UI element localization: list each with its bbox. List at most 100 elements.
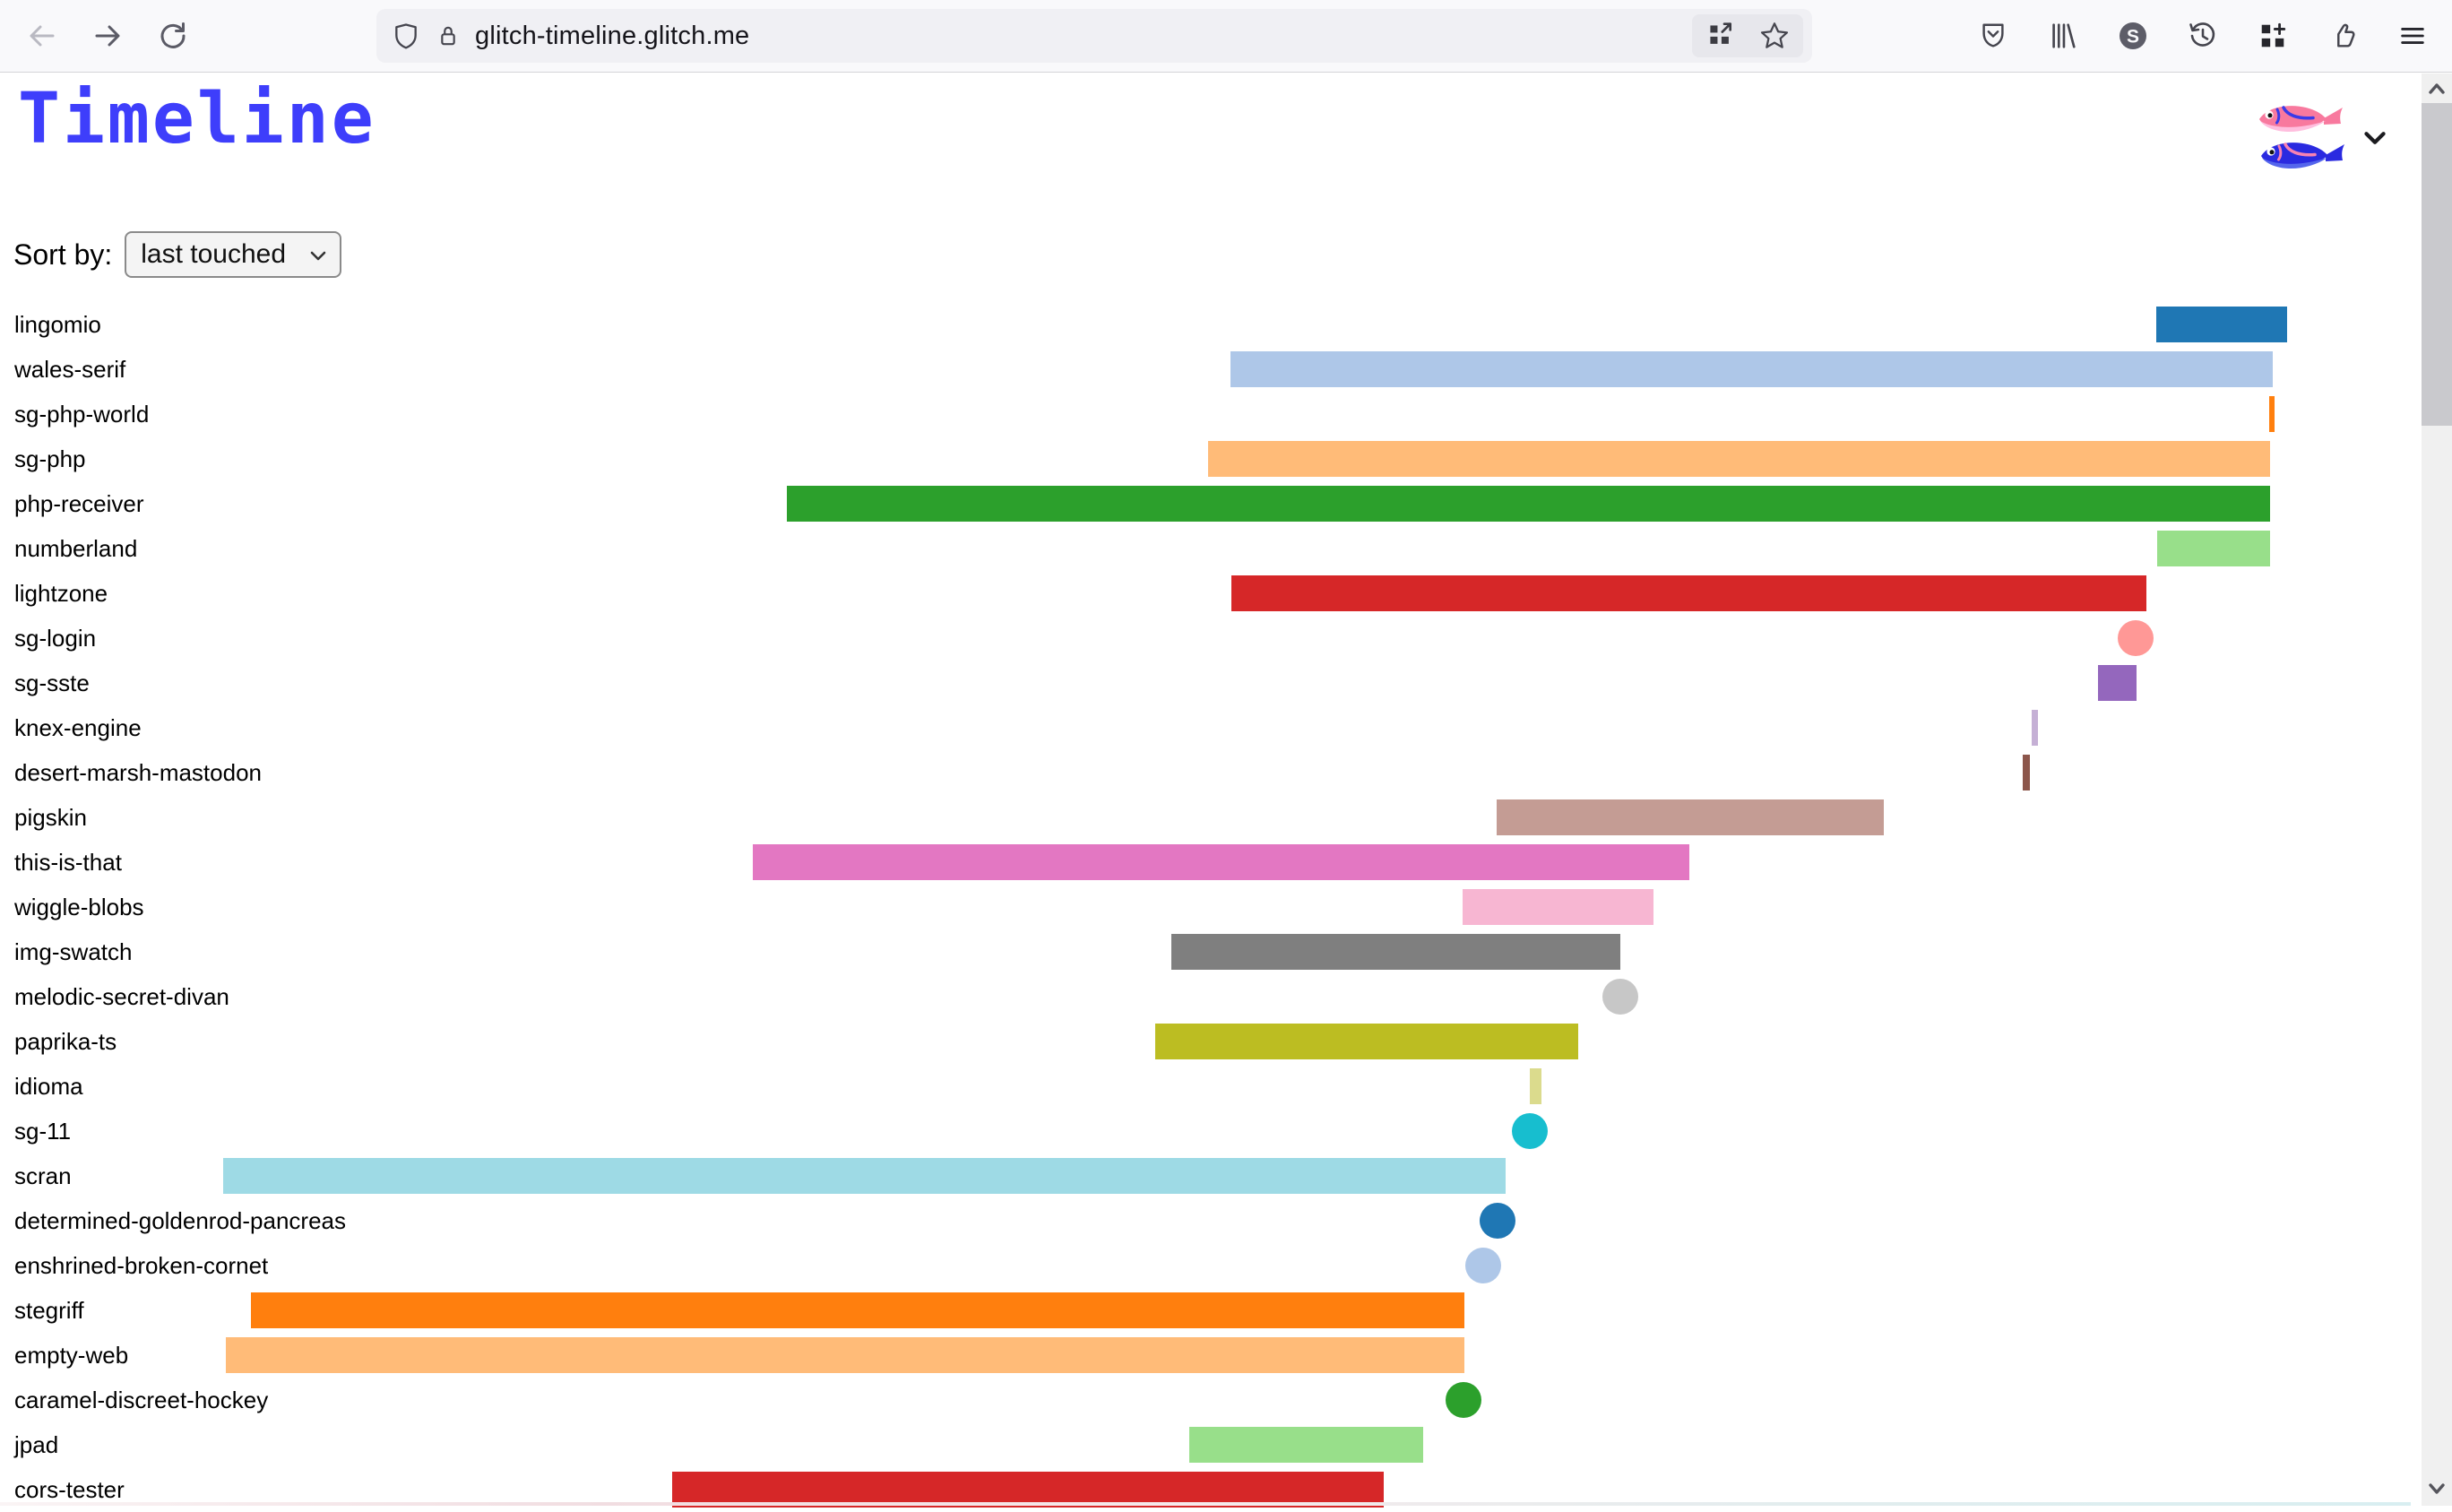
- timeline-row: sg-11: [0, 1109, 2422, 1153]
- timeline-bar[interactable]: [1189, 1427, 1423, 1463]
- timeline-row: empty-web: [0, 1333, 2422, 1378]
- timeline-row: paprika-ts: [0, 1019, 2422, 1064]
- browser-toolbar: glitch-timeline.glitch.me S: [0, 0, 2452, 73]
- timeline-bar[interactable]: [672, 1472, 1384, 1508]
- toolbar-right: S: [1975, 0, 2430, 72]
- timeline-bar[interactable]: [1530, 1068, 1541, 1104]
- project-label: empty-web: [14, 1342, 129, 1369]
- project-label: sg-11: [14, 1118, 72, 1145]
- scroll-up-icon[interactable]: [2422, 73, 2452, 104]
- project-label: sg-sste: [14, 670, 90, 696]
- timeline-bar[interactable]: [1231, 575, 2146, 611]
- project-label: idioma: [14, 1073, 83, 1100]
- project-label: caramel-discreet-hockey: [14, 1387, 269, 1413]
- timeline-bar[interactable]: [1155, 1024, 1578, 1059]
- lock-icon[interactable]: [434, 22, 462, 50]
- timeline-row: numberland: [0, 526, 2422, 571]
- select-chevron-icon: [309, 239, 327, 270]
- sort-by-label: Sort by:: [13, 238, 113, 271]
- sort-select-value: last touched: [141, 239, 287, 269]
- timeline-row: knex-engine: [0, 705, 2422, 750]
- timeline-row: wales-serif: [0, 347, 2422, 392]
- timeline-bar[interactable]: [753, 844, 1689, 880]
- timeline-row: desert-marsh-mastodon: [0, 750, 2422, 795]
- timeline-bar[interactable]: [1171, 934, 1620, 970]
- chevron-down-icon[interactable]: [2363, 130, 2387, 151]
- timeline-row: lightzone: [0, 571, 2422, 616]
- timeline-circle[interactable]: [2118, 620, 2154, 656]
- s-badge-label: S: [2127, 27, 2139, 48]
- project-label: paprika-ts: [14, 1028, 117, 1055]
- shield-icon[interactable]: [391, 21, 421, 51]
- timeline-row: sg-php: [0, 436, 2422, 481]
- timeline-circle[interactable]: [1465, 1248, 1501, 1283]
- sort-select[interactable]: last touched: [125, 231, 342, 278]
- project-label: desert-marsh-mastodon: [14, 759, 262, 786]
- timeline-bar[interactable]: [2269, 396, 2275, 432]
- url-bar[interactable]: glitch-timeline.glitch.me: [376, 9, 1812, 63]
- project-label: sg-php: [14, 445, 86, 472]
- timeline-row: scran: [0, 1153, 2422, 1198]
- timeline-bar[interactable]: [2098, 665, 2137, 701]
- timeline-bar[interactable]: [226, 1337, 1464, 1373]
- project-label: lingomio: [14, 311, 101, 338]
- pocket-icon[interactable]: [1975, 18, 2011, 54]
- project-label: stegriff: [14, 1297, 84, 1324]
- back-icon[interactable]: [24, 18, 60, 54]
- timeline-row: wiggle-blobs: [0, 885, 2422, 929]
- timeline-circle[interactable]: [1446, 1382, 1481, 1418]
- timeline-bar[interactable]: [2156, 307, 2287, 342]
- scrollbar-thumb[interactable]: [2422, 103, 2452, 426]
- project-label: pigskin: [14, 804, 87, 831]
- library-icon[interactable]: [2045, 18, 2081, 54]
- timeline-row: determined-goldenrod-pancreas: [0, 1198, 2422, 1243]
- timeline-bar[interactable]: [1463, 889, 1653, 925]
- user-menu[interactable]: [2254, 100, 2387, 180]
- two-fish-avatar[interactable]: [2254, 100, 2347, 180]
- scroll-down-icon[interactable]: [2422, 1473, 2452, 1504]
- timeline-row: sg-php-world: [0, 392, 2422, 436]
- extensions-plus-icon[interactable]: [2255, 18, 2291, 54]
- s-badge-icon[interactable]: S: [2115, 18, 2151, 54]
- history-icon[interactable]: [2185, 18, 2221, 54]
- timeline-bar[interactable]: [1230, 351, 2273, 387]
- project-label: lightzone: [14, 580, 108, 607]
- project-label: scran: [14, 1162, 72, 1189]
- timeline-row: jpad: [0, 1422, 2422, 1467]
- timeline-circle[interactable]: [1512, 1113, 1548, 1149]
- timeline-rows: lingomio wales-serif sg-php-world sg-php php…: [0, 302, 2422, 1512]
- vertical-scrollbar[interactable]: [2422, 73, 2452, 1506]
- timeline-bar[interactable]: [223, 1158, 1506, 1194]
- timeline-bar[interactable]: [787, 486, 2270, 522]
- timeline-circle[interactable]: [1602, 979, 1638, 1015]
- project-label: enshrined-broken-cornet: [14, 1252, 269, 1279]
- timeline-row: sg-sste: [0, 661, 2422, 705]
- project-label: numberland: [14, 535, 138, 562]
- timeline-row: melodic-secret-divan: [0, 974, 2422, 1019]
- timeline-circle[interactable]: [1480, 1203, 1515, 1239]
- timeline-bar[interactable]: [1497, 799, 1884, 835]
- timeline-bar[interactable]: [2023, 755, 2030, 791]
- app-menu-icon[interactable]: [2395, 18, 2430, 54]
- project-label: this-is-that: [14, 849, 122, 876]
- project-label: wiggle-blobs: [14, 894, 144, 920]
- bookmark-star-icon[interactable]: [1757, 18, 1792, 54]
- reload-icon[interactable]: [155, 18, 191, 54]
- project-label: jpad: [14, 1431, 59, 1458]
- next-row-strip: [0, 1502, 2411, 1506]
- project-label: sg-login: [14, 625, 97, 652]
- timeline-row: php-receiver: [0, 481, 2422, 526]
- project-label: cors-tester: [14, 1476, 125, 1503]
- extension-thumb-icon[interactable]: [2325, 18, 2361, 54]
- timeline-row: this-is-that: [0, 840, 2422, 885]
- timeline-row: img-swatch: [0, 929, 2422, 974]
- grid-open-arrow-icon[interactable]: [1703, 18, 1739, 54]
- forward-icon[interactable]: [90, 18, 125, 54]
- timeline-bar[interactable]: [2032, 710, 2038, 746]
- timeline-bar[interactable]: [251, 1292, 1464, 1328]
- timeline-bar[interactable]: [1208, 441, 2270, 477]
- timeline-row: stegriff: [0, 1288, 2422, 1333]
- timeline-row: sg-login: [0, 616, 2422, 661]
- timeline-bar[interactable]: [2157, 531, 2270, 566]
- project-label: php-receiver: [14, 490, 144, 517]
